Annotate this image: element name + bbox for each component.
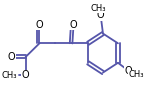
Text: CH₃: CH₃	[1, 71, 17, 80]
Text: O: O	[97, 10, 104, 20]
Text: O: O	[69, 20, 77, 30]
Text: O: O	[22, 70, 29, 80]
Text: O: O	[36, 20, 43, 30]
Text: CH₃: CH₃	[128, 70, 144, 79]
Text: CH₃: CH₃	[90, 4, 106, 13]
Text: O: O	[7, 52, 15, 62]
Text: O: O	[125, 66, 132, 76]
